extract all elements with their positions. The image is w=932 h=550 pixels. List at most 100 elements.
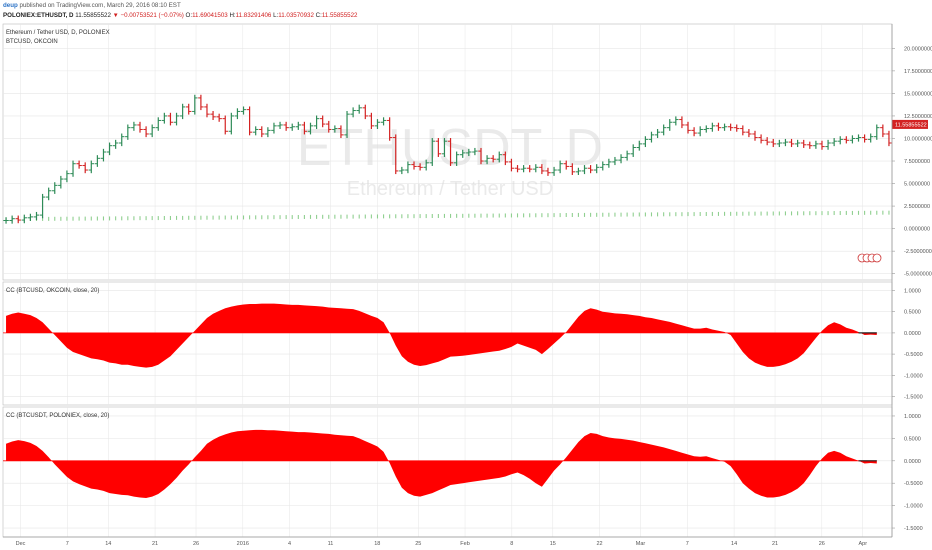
ohlc-bar bbox=[246, 106, 253, 136]
high-label: H: bbox=[229, 12, 236, 19]
ohlc-bar bbox=[861, 134, 868, 143]
x-tick-label: Apr bbox=[858, 541, 867, 547]
x-tick-label: 14 bbox=[731, 541, 737, 547]
ohlc-bar bbox=[697, 126, 703, 137]
published-text: published on TradingView.com, March 29, … bbox=[19, 2, 181, 9]
ohlc-bar bbox=[405, 161, 411, 174]
ohlc-bar bbox=[478, 147, 484, 165]
ohlc-bar bbox=[679, 116, 685, 129]
ohlc-bar bbox=[265, 127, 271, 138]
ohlc-bar bbox=[466, 148, 472, 157]
ohlc-bar bbox=[764, 137, 770, 146]
ohlc-bar bbox=[551, 166, 557, 176]
x-tick-label: 11 bbox=[328, 541, 334, 547]
ohlc-bar bbox=[794, 139, 801, 148]
ohlc-bar bbox=[210, 110, 216, 120]
y-tick-label: 20.0000000 bbox=[904, 46, 932, 52]
x-tick-label: 8 bbox=[510, 541, 513, 547]
x-tick-label: 18 bbox=[374, 541, 380, 547]
y-tick-label: 5.0000000 bbox=[904, 182, 930, 188]
x-tick-label: 25 bbox=[415, 541, 421, 547]
ohlc-bar bbox=[393, 134, 399, 175]
ohlc-bar bbox=[569, 163, 576, 175]
ohlc-bar bbox=[593, 164, 600, 174]
ohlc-bar bbox=[45, 187, 52, 201]
ohlc-bar bbox=[721, 123, 728, 131]
ohlc-bar bbox=[70, 160, 76, 177]
ohlc-bar bbox=[149, 124, 155, 138]
ohlc-bar bbox=[545, 167, 551, 176]
ohlc-bar bbox=[39, 193, 46, 219]
main-pane-title: Ethereum / Tether USD, D, POLONIEX bbox=[6, 30, 110, 36]
ohlc-bar bbox=[112, 139, 119, 149]
ohlc-bar bbox=[709, 122, 716, 132]
ohlc-bar bbox=[155, 117, 162, 131]
symbol-label[interactable]: POLONIEX:ETHUSDT, D bbox=[3, 12, 74, 19]
ohlc-bar bbox=[472, 147, 478, 156]
ohlc-bar bbox=[3, 217, 9, 224]
ohlc-bar bbox=[234, 108, 241, 120]
ohlc-bar bbox=[100, 148, 107, 162]
x-tick-label: 14 bbox=[105, 541, 111, 547]
cc1-pane-title: CC (BTCUSD, OKCOIN, close, 20) bbox=[6, 288, 99, 294]
ohlc-bar bbox=[800, 139, 807, 148]
ohlc-bar bbox=[106, 142, 113, 156]
ohlc-bar bbox=[776, 139, 783, 148]
ohlc-bar bbox=[15, 215, 21, 224]
ohlc-bar bbox=[289, 123, 295, 131]
ohlc-bar bbox=[813, 140, 819, 149]
low-value: 11.03570932 bbox=[278, 12, 314, 19]
chart-header: deup published on TradingView.com, March… bbox=[0, 0, 932, 24]
ohlc-bar bbox=[185, 103, 192, 115]
ohlc-bar bbox=[618, 154, 624, 164]
ohlc-bar bbox=[277, 121, 283, 130]
ohlc-bar bbox=[727, 123, 734, 131]
ohlc-bar bbox=[137, 121, 143, 133]
ohlc-bar bbox=[399, 166, 405, 175]
ohlc-bar bbox=[612, 156, 618, 166]
ohlc-bar bbox=[886, 130, 892, 147]
x-tick-label: 7 bbox=[66, 541, 69, 547]
ohlc-bar bbox=[380, 117, 387, 126]
ohlc-bar bbox=[630, 144, 636, 157]
ohlc-bar bbox=[733, 124, 740, 132]
ohlc-bar bbox=[271, 122, 277, 134]
open-label: O: bbox=[185, 12, 193, 19]
ohlc-bar bbox=[837, 136, 843, 145]
x-tick-label: 21 bbox=[772, 541, 778, 547]
overlay-title: BTCUSD, OKCOIN bbox=[6, 39, 58, 45]
ohlc-bar bbox=[502, 151, 509, 166]
ohlc-bar bbox=[319, 115, 326, 128]
ohlc-bar bbox=[520, 165, 527, 173]
ohlc-bar bbox=[624, 150, 630, 161]
ohlc-bar bbox=[496, 151, 502, 163]
ohlc-bar bbox=[533, 164, 539, 173]
x-tick-label: 21 bbox=[152, 541, 158, 547]
ohlc-bar bbox=[64, 170, 70, 183]
ohlc-bar bbox=[179, 103, 186, 120]
event-marker-icon bbox=[872, 253, 882, 263]
author-link[interactable]: deup bbox=[3, 2, 18, 9]
ohlc-bar bbox=[33, 211, 40, 221]
x-tick-label: Dec bbox=[16, 541, 26, 547]
ohlc-bar bbox=[648, 131, 655, 143]
ohlc-bar bbox=[356, 104, 362, 114]
x-tick-label: 2016 bbox=[237, 541, 249, 547]
ohlc-bar bbox=[788, 138, 795, 148]
ohlc-bar bbox=[855, 134, 862, 142]
ohlc-bar bbox=[752, 130, 758, 141]
ohlc-bar bbox=[368, 112, 375, 130]
ohlc-bar bbox=[606, 158, 612, 168]
ohlc-bar bbox=[283, 121, 289, 131]
ohlc-bar bbox=[514, 165, 521, 173]
ohlc-bar bbox=[807, 141, 813, 149]
watermark-name: Ethereum / Tether USD bbox=[347, 178, 553, 200]
x-tick-label: 7 bbox=[686, 541, 689, 547]
ohlc-bar bbox=[338, 125, 344, 139]
ohlc-bar bbox=[557, 160, 563, 174]
ohlc-bar bbox=[703, 125, 710, 133]
y-tick-label: 0.5000 bbox=[904, 436, 921, 442]
x-tick-label: 26 bbox=[819, 541, 825, 547]
ohlc-bar bbox=[654, 129, 661, 139]
